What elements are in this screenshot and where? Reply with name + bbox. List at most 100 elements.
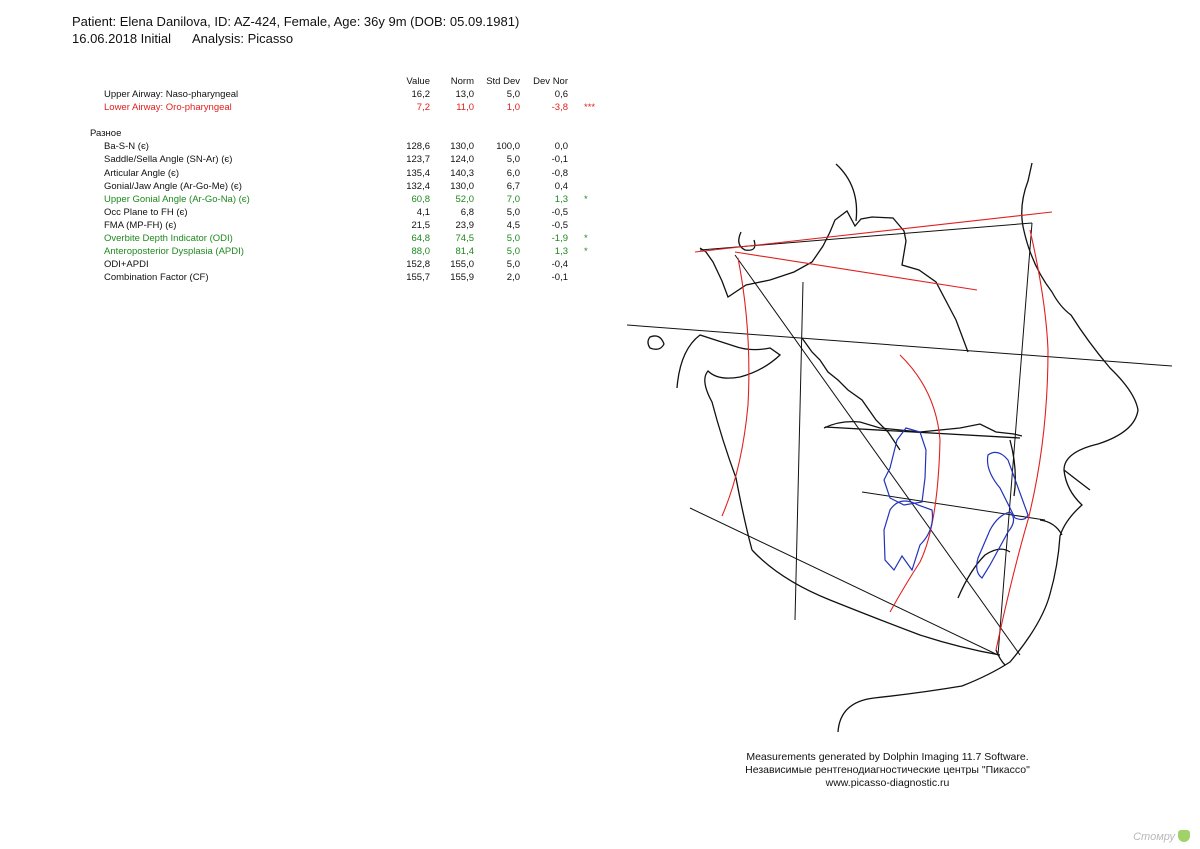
row-label: FMA (MP-FH) (є) <box>104 219 177 231</box>
sella-contour <box>738 231 756 251</box>
footer-center-line: Независимые рентгенодиагностические цент… <box>745 764 1030 776</box>
chin-contour <box>995 649 1006 666</box>
row-norm: 124,0 <box>450 154 474 166</box>
row-value: 60,8 <box>411 193 431 205</box>
row-value: 132,4 <box>406 180 430 192</box>
red-middle-vertical <box>889 354 941 613</box>
section-title: Разное <box>90 128 122 140</box>
row-norm: 140,3 <box>450 167 474 179</box>
row-dev-nor: -1,9 <box>551 233 568 245</box>
row-value: 64,8 <box>411 233 431 245</box>
anatomy-outline <box>647 162 1139 733</box>
analysis-name: Analysis: Picasso <box>191 31 294 46</box>
palate-outline <box>823 420 1023 437</box>
row-label: Upper Airway: Naso-pharyngeal <box>104 89 239 101</box>
row-label: Overbite Depth Indicator (ODI) <box>104 233 233 245</box>
row-flag: * <box>584 246 588 258</box>
row-std-dev: 6,0 <box>506 167 520 179</box>
row-norm: 52,0 <box>455 193 475 205</box>
row-value: 152,8 <box>406 259 430 271</box>
footer-website-line: www.picasso-diagnostic.ru <box>825 777 950 789</box>
row-std-dev: 5,0 <box>506 259 520 271</box>
red-posterior-vertical <box>721 257 750 517</box>
n-go-line <box>734 254 1021 656</box>
row-label: Ba-S-N (є) <box>104 141 149 153</box>
ramus-line <box>794 281 804 621</box>
row-value: 123,7 <box>406 154 430 166</box>
row-norm: 23,9 <box>455 219 475 231</box>
row-value: 135,4 <box>406 167 430 179</box>
lower-lip <box>1039 519 1063 536</box>
row-dev-nor: -0,5 <box>551 219 568 231</box>
red-basion-line <box>734 251 978 291</box>
row-value: 21,5 <box>411 219 431 231</box>
red-anterior-vertical <box>995 229 1049 651</box>
row-norm: 130,0 <box>450 141 474 153</box>
row-label: Saddle/Sella Angle (SN-Ar) (є) <box>104 154 233 166</box>
upper-molar-icon <box>883 427 927 506</box>
row-norm: 6,8 <box>460 206 474 218</box>
red-analysis-lines <box>694 211 1053 651</box>
row-label: Anteroposterior Dysplasia (APDI) <box>104 246 244 258</box>
cranial-base-outline <box>699 210 969 353</box>
mandible-symphysis <box>957 548 1011 599</box>
row-label: Gonial/Jaw Angle (Ar-Go-Me) (є) <box>104 180 242 192</box>
row-label: Upper Gonial Angle (Ar-Go-Na) (є) <box>104 193 250 205</box>
row-flag: * <box>584 233 588 245</box>
exam-date: 16.06.2018 Initial <box>72 31 172 46</box>
row-std-dev: 4,5 <box>506 219 520 231</box>
footer-software-line: Measurements generated by Dolphin Imagin… <box>746 751 1029 763</box>
row-std-dev: 5,0 <box>506 246 520 258</box>
ramus-posterior <box>676 334 782 551</box>
row-dev-nor: -0,1 <box>551 154 568 166</box>
row-value: 155,7 <box>406 272 430 284</box>
row-value: 4,1 <box>416 206 430 218</box>
row-dev-nor: -0,5 <box>551 206 568 218</box>
row-flag: *** <box>584 102 596 114</box>
software-footer: Measurements generated by Dolphin Imagin… <box>700 751 1075 790</box>
lower-molar-icon <box>883 500 934 572</box>
row-value: 88,0 <box>411 246 431 258</box>
col-header-std-dev: Std Dev <box>486 76 520 87</box>
row-norm: 155,0 <box>450 259 474 271</box>
row-norm: 11,0 <box>456 102 474 114</box>
row-value: 128,6 <box>406 141 430 153</box>
row-dev-nor: 0,0 <box>554 141 568 153</box>
n-pog-line <box>997 222 1033 656</box>
row-label: ODI+APDI <box>104 259 149 271</box>
row-std-dev: 5,0 <box>506 154 520 166</box>
col-header-norm: Norm <box>450 76 474 87</box>
row-norm: 130,0 <box>450 180 474 192</box>
row-label: Lower Airway: Oro-pharyngeal <box>104 102 232 114</box>
row-label: Occ Plane to FH (є) <box>104 206 188 218</box>
reference-lines <box>626 222 1173 656</box>
frankfort-horizontal <box>626 324 1173 367</box>
row-std-dev: 6,7 <box>506 180 520 192</box>
row-dev-nor: -3,8 <box>551 102 568 114</box>
red-sn-line <box>694 211 1053 253</box>
row-dev-nor: 0,6 <box>554 89 568 101</box>
skull-profile <box>835 163 858 222</box>
site-watermark: Стомру <box>1133 830 1190 843</box>
row-std-dev: 5,0 <box>506 206 520 218</box>
row-std-dev: 7,0 <box>506 193 520 205</box>
teeth-tracings <box>883 427 1029 579</box>
mandibular-plane <box>689 507 999 656</box>
row-norm: 155,9 <box>450 272 474 284</box>
nasal-profile <box>837 162 1139 733</box>
tooth-logo-icon <box>1178 830 1190 842</box>
row-std-dev: 1,0 <box>506 102 520 114</box>
row-norm: 13,0 <box>455 89 475 101</box>
mandible-lower-border <box>751 549 1001 656</box>
row-std-dev: 100,0 <box>496 141 520 153</box>
upper-incisor-icon <box>986 451 1029 521</box>
report-header: Patient: Elena Danilova, ID: AZ-424, Fem… <box>72 13 519 47</box>
occlusal-plane <box>861 491 1046 521</box>
col-header-dev-nor: Dev Nor <box>533 76 568 87</box>
row-dev-nor: 0,4 <box>554 180 568 192</box>
palatal-plane <box>824 426 1021 439</box>
watermark-text: Стомру <box>1133 831 1175 843</box>
row-dev-nor: -0,4 <box>551 259 568 271</box>
row-std-dev: 5,0 <box>506 89 520 101</box>
row-dev-nor: 1,3 <box>554 193 568 205</box>
